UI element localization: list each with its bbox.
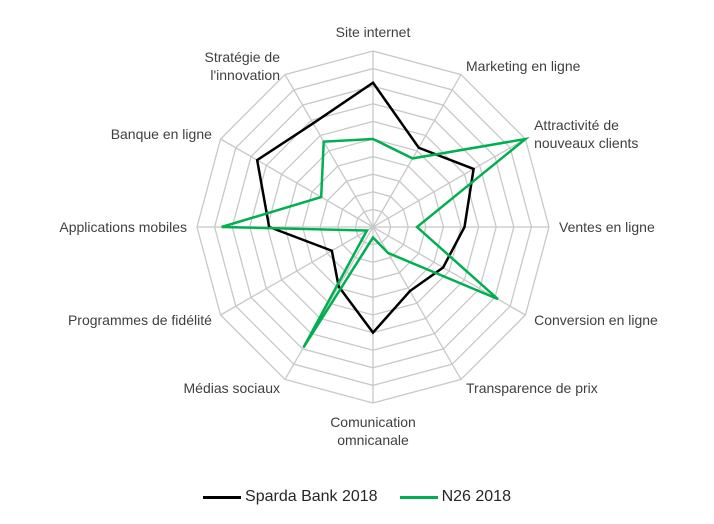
legend-label-series-2: N26 2018: [441, 488, 511, 505]
axis-label-8: Médias sociaux: [184, 379, 281, 397]
axis-label-2: Marketing en ligne: [466, 57, 580, 75]
axis-label-10: Applications mobiles: [59, 218, 187, 236]
grid-spoke-12: [284, 74, 374, 228]
axis-label-9: Programmes de fidélité: [68, 311, 212, 329]
grid-spoke-9: [220, 226, 374, 316]
axis-label-line: Applications mobiles: [59, 219, 187, 235]
axis-label-line: Marketing en ligne: [466, 57, 581, 74]
axis-label-line: l'innovation: [210, 66, 280, 83]
grid-spoke-3: [372, 138, 526, 228]
axis-label-7: Comunication omnicanale: [330, 413, 416, 449]
legend-swatch-series-2: [399, 495, 438, 499]
grid-spoke-2: [372, 74, 462, 228]
axis-label-3: Attractivité de nouveaux clients: [534, 116, 638, 152]
axis-label-line: Conversion en ligne: [534, 312, 658, 328]
grid-spoke-11: [220, 138, 374, 228]
axis-label-line: Banque en ligne: [110, 126, 212, 142]
axis-label-line: nouveaux clients: [534, 135, 639, 151]
legend-label-series-1: Sparda Bank 2018: [245, 488, 378, 505]
legend-item-series-2: N26 2018: [399, 488, 511, 506]
axis-label-4: Ventes en ligne: [559, 218, 655, 236]
series-line-1: [255, 80, 475, 335]
legend-item-series-1: Sparda Bank 2018: [203, 488, 378, 506]
axis-label-12: Stratégie de l'innovation: [205, 48, 281, 84]
axis-label-line: Stratégie de: [204, 48, 281, 65]
grid-spoke-8: [284, 226, 374, 380]
axis-label-line: Programmes de fidélité: [67, 312, 212, 328]
axis-label-11: Banque en ligne: [111, 125, 212, 143]
axis-label-1: Site internet: [336, 23, 411, 41]
axis-label-6: Transparence de prix: [466, 379, 598, 397]
axis-label-line: Attractivité de: [534, 117, 619, 133]
axis-label-line: Médias sociaux: [183, 380, 281, 397]
series-line-2: [221, 136, 530, 349]
axis-label-line: Site internet: [335, 24, 411, 40]
axis-label-line: Transparence de prix: [466, 380, 598, 397]
legend: Sparda Bank 2018 N26 2018: [0, 484, 714, 510]
radar-series: [221, 80, 530, 349]
axis-label-line: omnicanale: [337, 432, 409, 448]
legend-swatch-series-1: [203, 495, 242, 499]
grid-spoke-5: [372, 226, 526, 316]
axis-label-line: Comunication: [330, 414, 416, 430]
axis-label-5: Conversion en ligne: [534, 311, 658, 329]
axis-label-line: Ventes en ligne: [559, 219, 655, 235]
